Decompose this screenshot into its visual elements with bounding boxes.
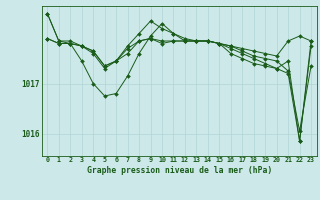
X-axis label: Graphe pression niveau de la mer (hPa): Graphe pression niveau de la mer (hPa) — [87, 166, 272, 175]
